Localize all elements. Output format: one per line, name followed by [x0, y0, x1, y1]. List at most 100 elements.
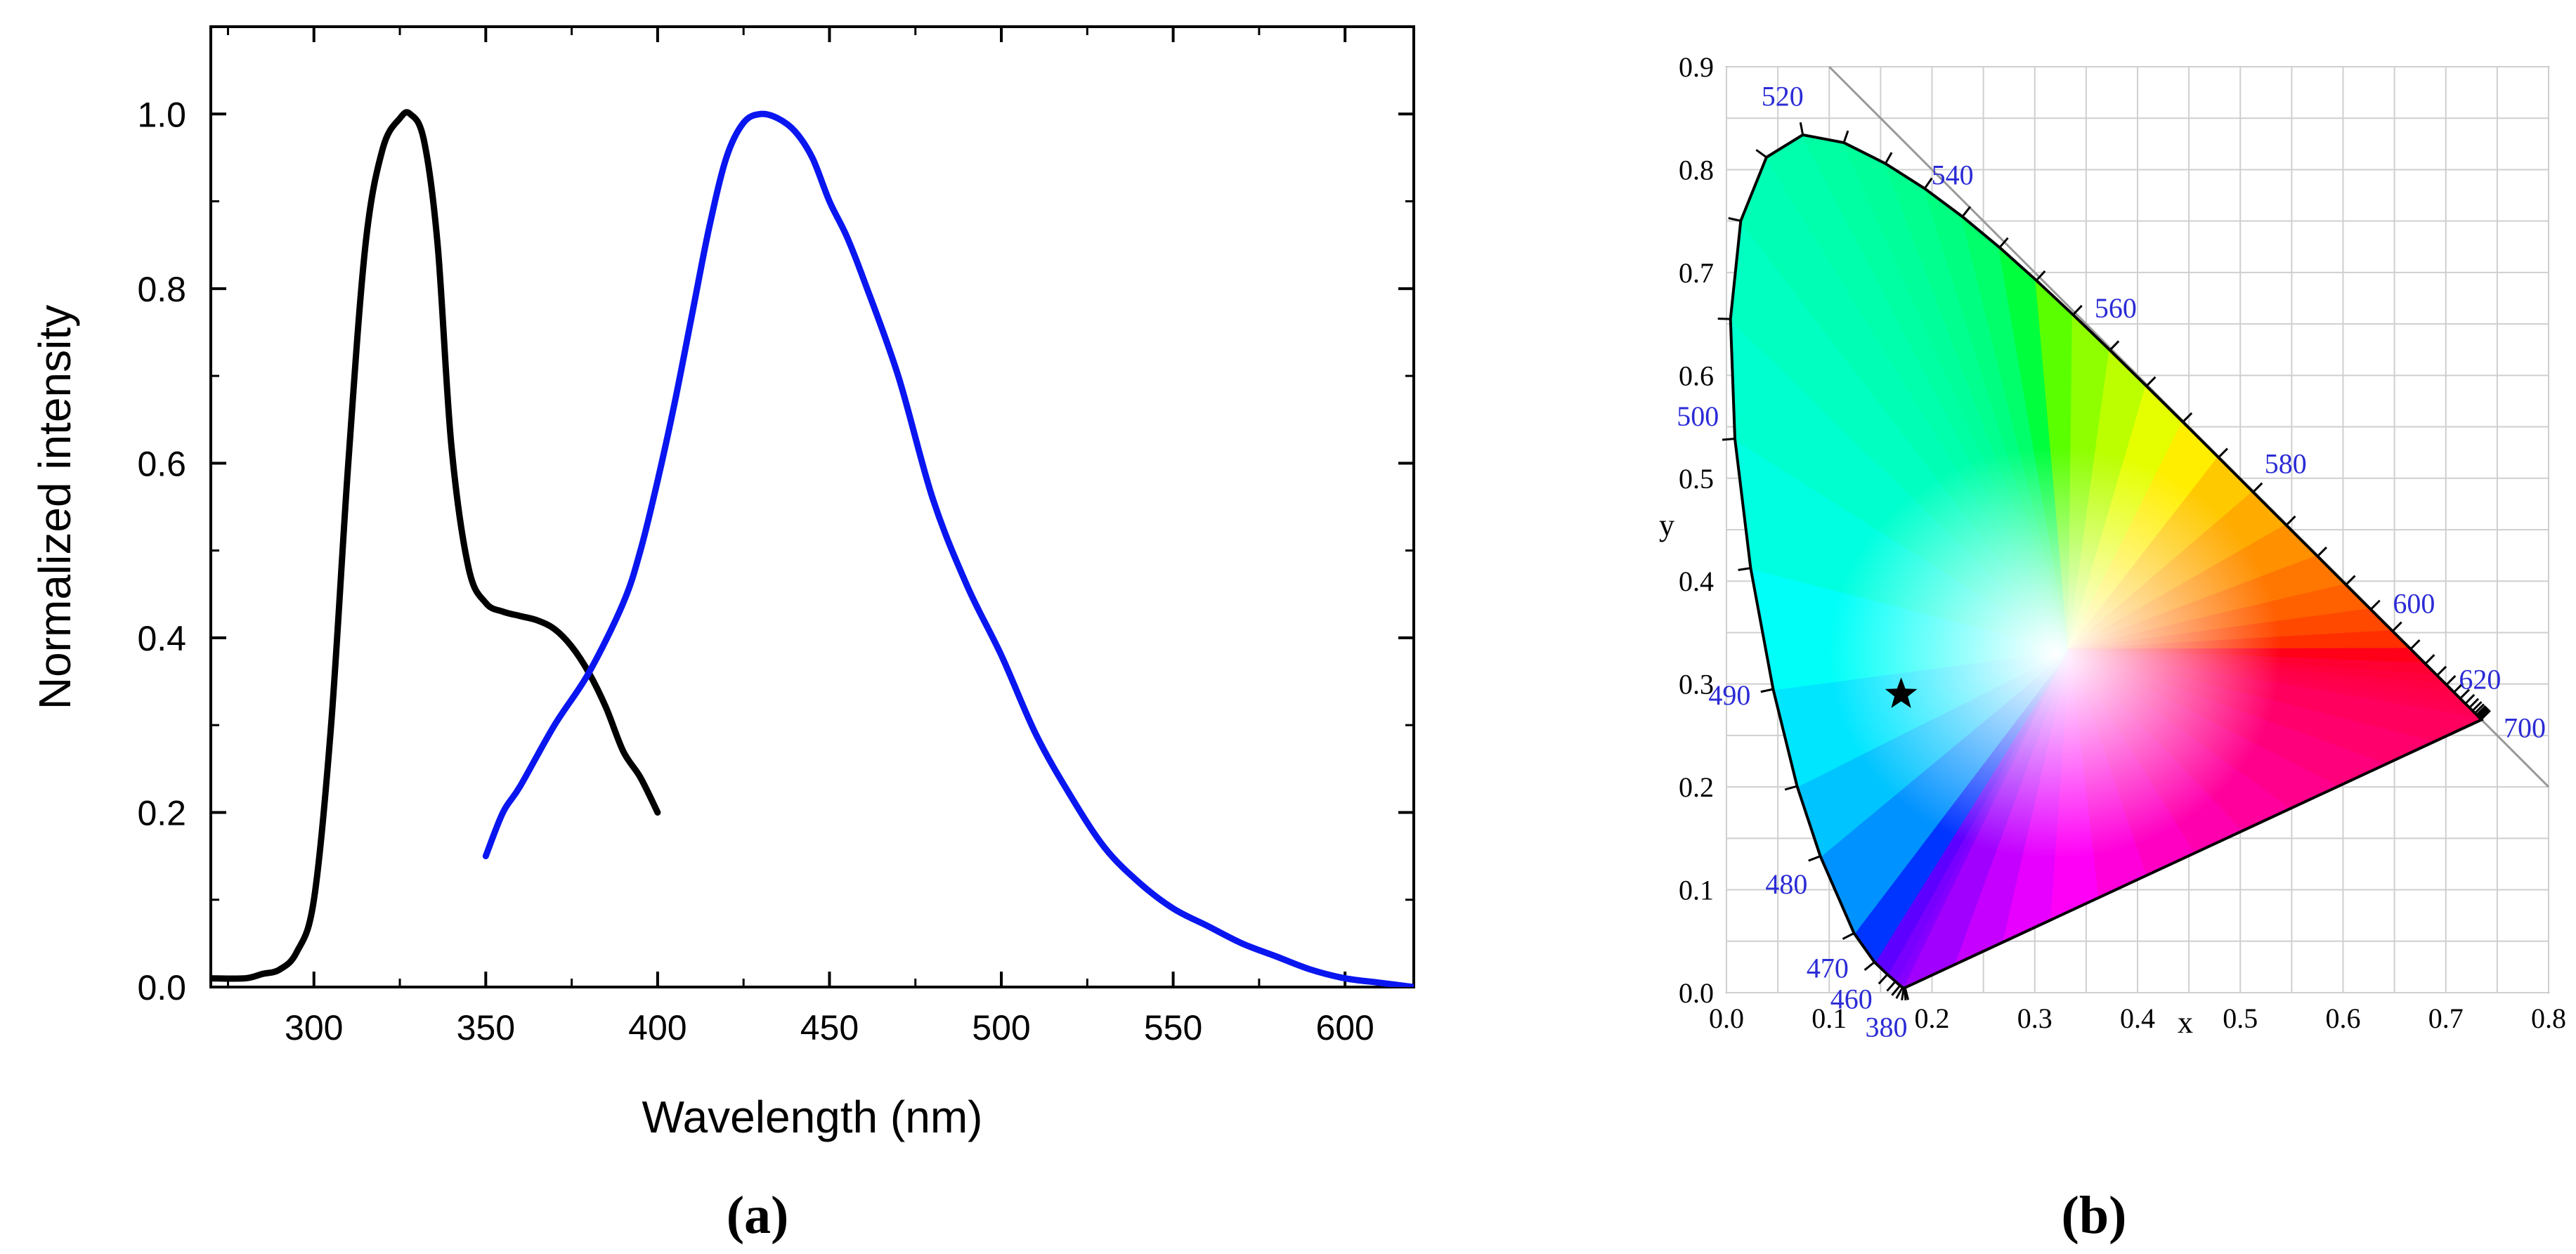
panel-a-x-axis-label: Wavelength (nm)	[642, 1092, 983, 1142]
cie-wavelength-tick	[2459, 688, 2471, 700]
cie-wavelength-tick	[2464, 693, 2476, 705]
cie-wavelength-tick	[2035, 270, 2046, 282]
cie-wavelength-tick	[2477, 706, 2488, 717]
y-tick-label: 0.3	[1679, 669, 1714, 700]
x-tick-label: 0.6	[2326, 1002, 2361, 1034]
cie-wavelength-tick	[2252, 482, 2263, 493]
cie-wavelength-tick	[1895, 986, 1904, 999]
y-tick-label: 0.8	[137, 270, 186, 309]
panel-b-y-ticks: 0.0 0.1 0.2 0.3 0.4 0.5 0.6 0.7 0.8 0.9	[1679, 51, 1714, 1009]
y-tick-label: 0.8	[1679, 154, 1714, 185]
y-tick-label: 0.7	[1679, 257, 1714, 289]
cie-wavelength-label: 620	[2459, 663, 2501, 695]
cie-wavelength-tick	[1728, 217, 1741, 222]
x-tick-label: 400	[628, 1008, 687, 1047]
cie-wavelength-tick	[1903, 987, 1907, 1001]
panel-a-x-ticks: 300 350 400 450 500 550 600	[226, 27, 1374, 1047]
y-tick-label: 0.5	[1679, 463, 1714, 495]
cie-wavelength-label: 380	[1865, 1011, 1907, 1043]
cie-wavelength-tick	[2145, 376, 2157, 387]
cie-wavelength-ticks	[1717, 122, 2491, 1001]
cie-wavelength-tick	[2345, 575, 2356, 586]
cie-wavelength-label: 480	[1765, 868, 1807, 900]
cie-data-points	[1885, 677, 1918, 708]
cie-wavelength-tick	[2474, 703, 2485, 714]
cie-wavelength-tick	[2468, 698, 2480, 709]
cie-wavelength-tick	[2072, 304, 2083, 316]
caption-b: (b)	[2062, 1186, 2127, 1245]
y-tick-label: 0.6	[137, 444, 186, 483]
x-tick-label: 0.8	[2531, 1002, 2566, 1034]
panel-b-x-axis-label: x	[2178, 1005, 2193, 1040]
cie-wavelength-label: 600	[2393, 587, 2435, 619]
cie-wavelength-tick	[1923, 177, 1933, 190]
cie-wavelength-tick	[1863, 961, 1875, 971]
cie-wavelength-tick	[1998, 237, 2009, 249]
cie-wavelength-tick	[2409, 639, 2421, 650]
panel-b-y-axis-label: y	[1659, 508, 1674, 542]
x-tick-label: 600	[1315, 1008, 1374, 1047]
panel-a-y-axis-label: Normalized intensity	[30, 305, 80, 710]
y-tick-label: 0.0	[1679, 977, 1714, 1009]
y-tick-label: 1.0	[137, 95, 186, 134]
cie-wavelength-tick	[2471, 700, 2483, 712]
cie-wavelength-tick	[1738, 567, 1751, 571]
cie-wavelength-tick	[2182, 412, 2193, 423]
y-tick-label: 0.2	[137, 793, 186, 832]
cie-wavelength-tick	[1760, 688, 1774, 693]
cie-wavelength-tick	[1884, 152, 1893, 164]
x-tick-label: 0.1	[1811, 1002, 1847, 1034]
cie-wavelength-tick	[1842, 130, 1849, 143]
excitation-series-line	[211, 109, 661, 982]
cie-point-star-marker	[1885, 677, 1918, 708]
x-tick-label: 300	[285, 1008, 343, 1047]
cie-wavelength-tick	[2453, 682, 2464, 693]
panel-b-cie-diagram: 520540560580600620700500490480470460380 …	[1659, 51, 2566, 1043]
cie-wavelength-tick	[1808, 855, 1821, 862]
panel-b-x-ticks: 0.0 0.1 0.2 0.3 0.4 0.5 0.6 0.7 0.8	[1709, 1002, 2566, 1034]
cie-wavelength-tick	[2109, 340, 2120, 351]
x-tick-label: 0.3	[2017, 1002, 2053, 1034]
x-tick-label: 450	[800, 1008, 859, 1047]
y-tick-label: 0.1	[1679, 875, 1714, 906]
cie-wavelength-tick	[1961, 206, 1972, 218]
cie-wavelength-tick	[1784, 785, 1797, 791]
cie-wavelength-tick	[1891, 984, 1901, 996]
x-tick-label: 550	[1144, 1008, 1202, 1047]
x-tick-label: 0.7	[2428, 1002, 2464, 1034]
y-tick-label: 0.4	[1679, 566, 1714, 597]
panel-a-y-ticks: 0.0 0.2 0.4 0.6 0.8 1.0	[137, 25, 1414, 1007]
cie-white-glow	[1829, 447, 2282, 859]
cie-wavelength-label: 520	[1762, 81, 1804, 112]
panel-a-plot-frame	[209, 25, 1415, 988]
cie-wavelength-label: 580	[2265, 448, 2307, 479]
y-tick-label: 0.6	[1679, 360, 1714, 391]
cie-wavelength-tick	[2391, 621, 2402, 632]
cie-wavelength-label: 700	[2504, 712, 2546, 743]
cie-wavelength-tick	[2424, 654, 2435, 665]
x-tick-label: 0.2	[1915, 1002, 1950, 1034]
cie-wavelength-tick	[1878, 974, 1889, 985]
x-tick-label: 500	[972, 1008, 1030, 1047]
cie-wavelength-label: 490	[1708, 679, 1750, 711]
cie-wavelength-tick	[1886, 981, 1897, 992]
cie-wavelength-tick	[2369, 599, 2381, 610]
cie-wavelength-tick	[2285, 515, 2296, 526]
cie-wavelength-tick	[2476, 705, 2487, 716]
cie-wavelength-tick	[1901, 987, 1905, 1000]
x-tick-label: 0.4	[2120, 1002, 2155, 1034]
cie-wavelength-tick	[1722, 438, 1736, 441]
cie-wavelength-tick	[2436, 665, 2447, 677]
cie-wavelength-label: 460	[1830, 984, 1873, 1015]
cie-wavelength-label: 470	[1807, 952, 1849, 984]
y-tick-label: 0.9	[1679, 51, 1714, 83]
cie-wavelength-tick	[2480, 710, 2491, 721]
caption-a: (a)	[727, 1186, 789, 1245]
y-tick-label: 0.0	[137, 968, 186, 1007]
cie-wavelength-tick	[1755, 149, 1767, 159]
cie-wavelength-tick	[2445, 674, 2457, 686]
x-tick-label: 0.0	[1709, 1002, 1744, 1034]
cie-wavelength-label: 500	[1677, 400, 1719, 432]
y-tick-label: 0.4	[137, 619, 186, 658]
